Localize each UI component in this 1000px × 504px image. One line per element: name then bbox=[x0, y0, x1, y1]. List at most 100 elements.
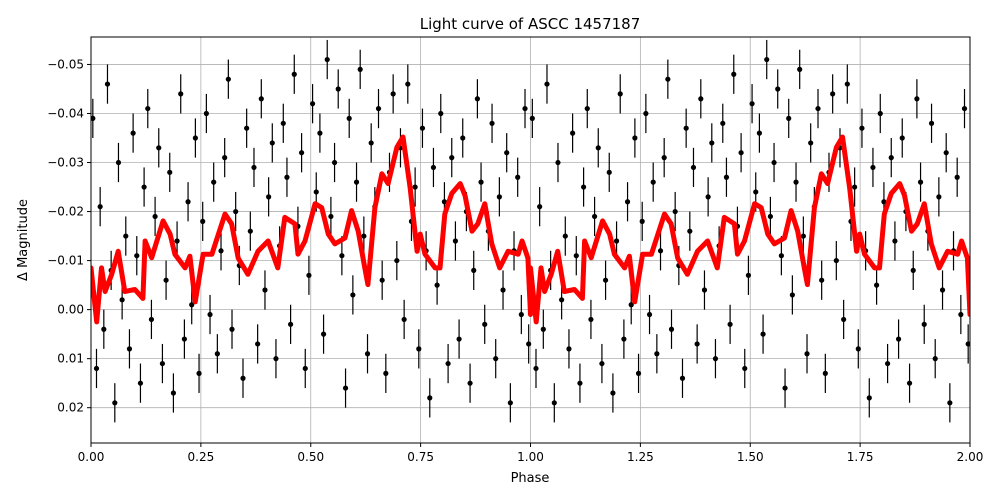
data-point bbox=[518, 311, 524, 318]
data-point bbox=[800, 233, 806, 239]
data-point bbox=[742, 365, 748, 372]
data-point bbox=[712, 356, 719, 362]
data-point bbox=[434, 282, 440, 288]
data-point bbox=[357, 66, 363, 72]
data-point bbox=[756, 130, 763, 136]
data-point bbox=[855, 346, 861, 352]
data-point bbox=[214, 351, 220, 357]
data-point bbox=[559, 297, 565, 303]
data-point bbox=[298, 150, 305, 156]
data-point bbox=[639, 218, 645, 224]
data-point bbox=[137, 380, 144, 386]
data-point bbox=[456, 336, 462, 342]
y-tick-label: −0.03 bbox=[47, 156, 84, 170]
data-point bbox=[665, 76, 671, 82]
data-point bbox=[141, 184, 147, 190]
data-point bbox=[709, 140, 715, 146]
data-point bbox=[504, 150, 510, 156]
data-point bbox=[101, 326, 107, 332]
data-point bbox=[621, 336, 627, 342]
grid bbox=[90, 37, 971, 443]
data-point bbox=[573, 253, 579, 259]
data-point bbox=[566, 346, 572, 352]
data-point bbox=[954, 174, 960, 180]
data-point bbox=[775, 86, 781, 92]
data-point bbox=[745, 272, 752, 278]
model-curve-group bbox=[91, 134, 970, 325]
data-point bbox=[350, 292, 356, 298]
data-point bbox=[760, 331, 766, 337]
data-point bbox=[405, 81, 411, 87]
data-point bbox=[841, 316, 847, 323]
data-point bbox=[844, 81, 850, 87]
data-point bbox=[258, 96, 264, 102]
data-point bbox=[570, 130, 576, 136]
data-point bbox=[668, 326, 675, 332]
data-point bbox=[379, 277, 385, 283]
data-point bbox=[452, 238, 459, 244]
data-point bbox=[797, 66, 803, 72]
data-point bbox=[544, 81, 550, 87]
data-point bbox=[123, 233, 129, 239]
data-point bbox=[419, 125, 426, 131]
ticks: 0.00 0.25 0.50 0.75 1.00 1.25 1.50 1.75 2.00 −0.0… bbox=[47, 57, 983, 464]
data-point bbox=[635, 370, 642, 376]
data-point bbox=[331, 159, 338, 166]
data-point bbox=[650, 179, 656, 185]
y-tick-label: −0.01 bbox=[47, 254, 84, 268]
data-point bbox=[819, 277, 825, 283]
data-point bbox=[240, 375, 246, 381]
x-tick-label: 0.00 bbox=[78, 450, 105, 464]
data-point bbox=[427, 395, 433, 401]
data-point bbox=[375, 105, 382, 112]
data-point bbox=[291, 71, 297, 77]
y-tick-label: −0.05 bbox=[47, 57, 84, 71]
data-point bbox=[412, 184, 418, 190]
data-point bbox=[500, 287, 506, 293]
data-point bbox=[262, 287, 268, 293]
data-point bbox=[767, 213, 773, 220]
data-point bbox=[390, 91, 396, 97]
data-point bbox=[218, 248, 224, 254]
data-point bbox=[207, 311, 213, 318]
data-point bbox=[884, 360, 891, 367]
data-point bbox=[438, 110, 444, 117]
data-point bbox=[145, 105, 151, 112]
data-point bbox=[540, 326, 546, 332]
data-point bbox=[302, 365, 308, 372]
data-point bbox=[361, 233, 367, 239]
data-point bbox=[309, 101, 316, 107]
data-point bbox=[936, 194, 942, 200]
data-point bbox=[723, 174, 730, 180]
data-point bbox=[602, 277, 609, 283]
data-point bbox=[646, 311, 653, 318]
data-point bbox=[306, 272, 312, 278]
data-point bbox=[778, 253, 784, 259]
data-point bbox=[170, 390, 177, 396]
y-axis-label: Δ Magnitude bbox=[16, 199, 31, 281]
x-tick-label: 0.25 bbox=[188, 450, 215, 464]
x-tick-label: 1.75 bbox=[847, 450, 874, 464]
data-point bbox=[324, 56, 330, 63]
data-point bbox=[189, 302, 195, 308]
data-point bbox=[928, 120, 935, 126]
data-point bbox=[163, 277, 169, 283]
data-point bbox=[874, 282, 880, 288]
data-point bbox=[91, 115, 96, 121]
data-point bbox=[852, 184, 858, 190]
data-point bbox=[910, 267, 916, 274]
model-curve bbox=[528, 134, 970, 325]
data-point bbox=[97, 204, 103, 210]
data-point bbox=[789, 292, 795, 298]
data-point bbox=[430, 164, 437, 171]
data-point bbox=[628, 302, 634, 308]
data-point bbox=[749, 101, 755, 107]
data-point bbox=[610, 390, 616, 396]
data-point bbox=[247, 228, 253, 234]
data-point bbox=[93, 365, 100, 372]
x-tick-label: 2.00 bbox=[957, 450, 984, 464]
data-point bbox=[958, 311, 964, 318]
data-point bbox=[599, 360, 605, 367]
data-point bbox=[280, 120, 286, 126]
